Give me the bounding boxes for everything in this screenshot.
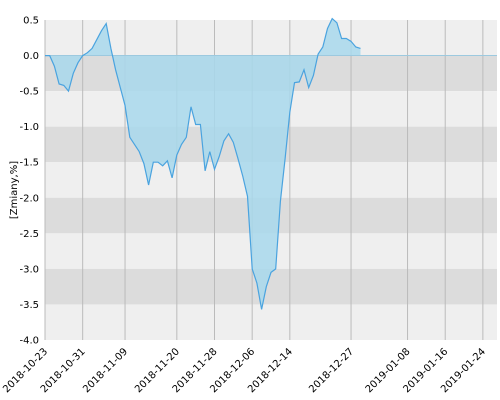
grid-band: [45, 304, 497, 340]
y-axis-ticks: 0.5 0.0 -0.5 -1.0 -1.5 -2.0 -2.5 -3.0 -3.5 -4.0: [19, 16, 39, 347]
y-tick-label: 0.5: [23, 16, 39, 27]
y-tick-label: -3.0: [19, 264, 39, 275]
series-line: [45, 17, 361, 310]
y-tick-label: 0.0: [23, 51, 39, 62]
y-tick-label: -1.5: [19, 158, 39, 169]
x-tick-label: 2018-12-27: [307, 346, 356, 395]
y-tick-label: -1.0: [19, 122, 39, 133]
grid-band: [45, 20, 497, 56]
y-tick-label: -3.5: [19, 300, 39, 311]
series-fill: [45, 18, 361, 310]
series-area: [45, 17, 497, 310]
y-tick-label: -0.5: [19, 87, 39, 98]
x-tick-label: 2018-11-09: [81, 346, 130, 395]
y-tick-label: -2.5: [19, 229, 39, 240]
y-tick-label: -2.0: [19, 193, 39, 204]
y-axis-label: [Zmiany,%]: [9, 161, 20, 219]
y-tick-label: -4.0: [19, 336, 39, 347]
grid-band: [45, 268, 497, 305]
